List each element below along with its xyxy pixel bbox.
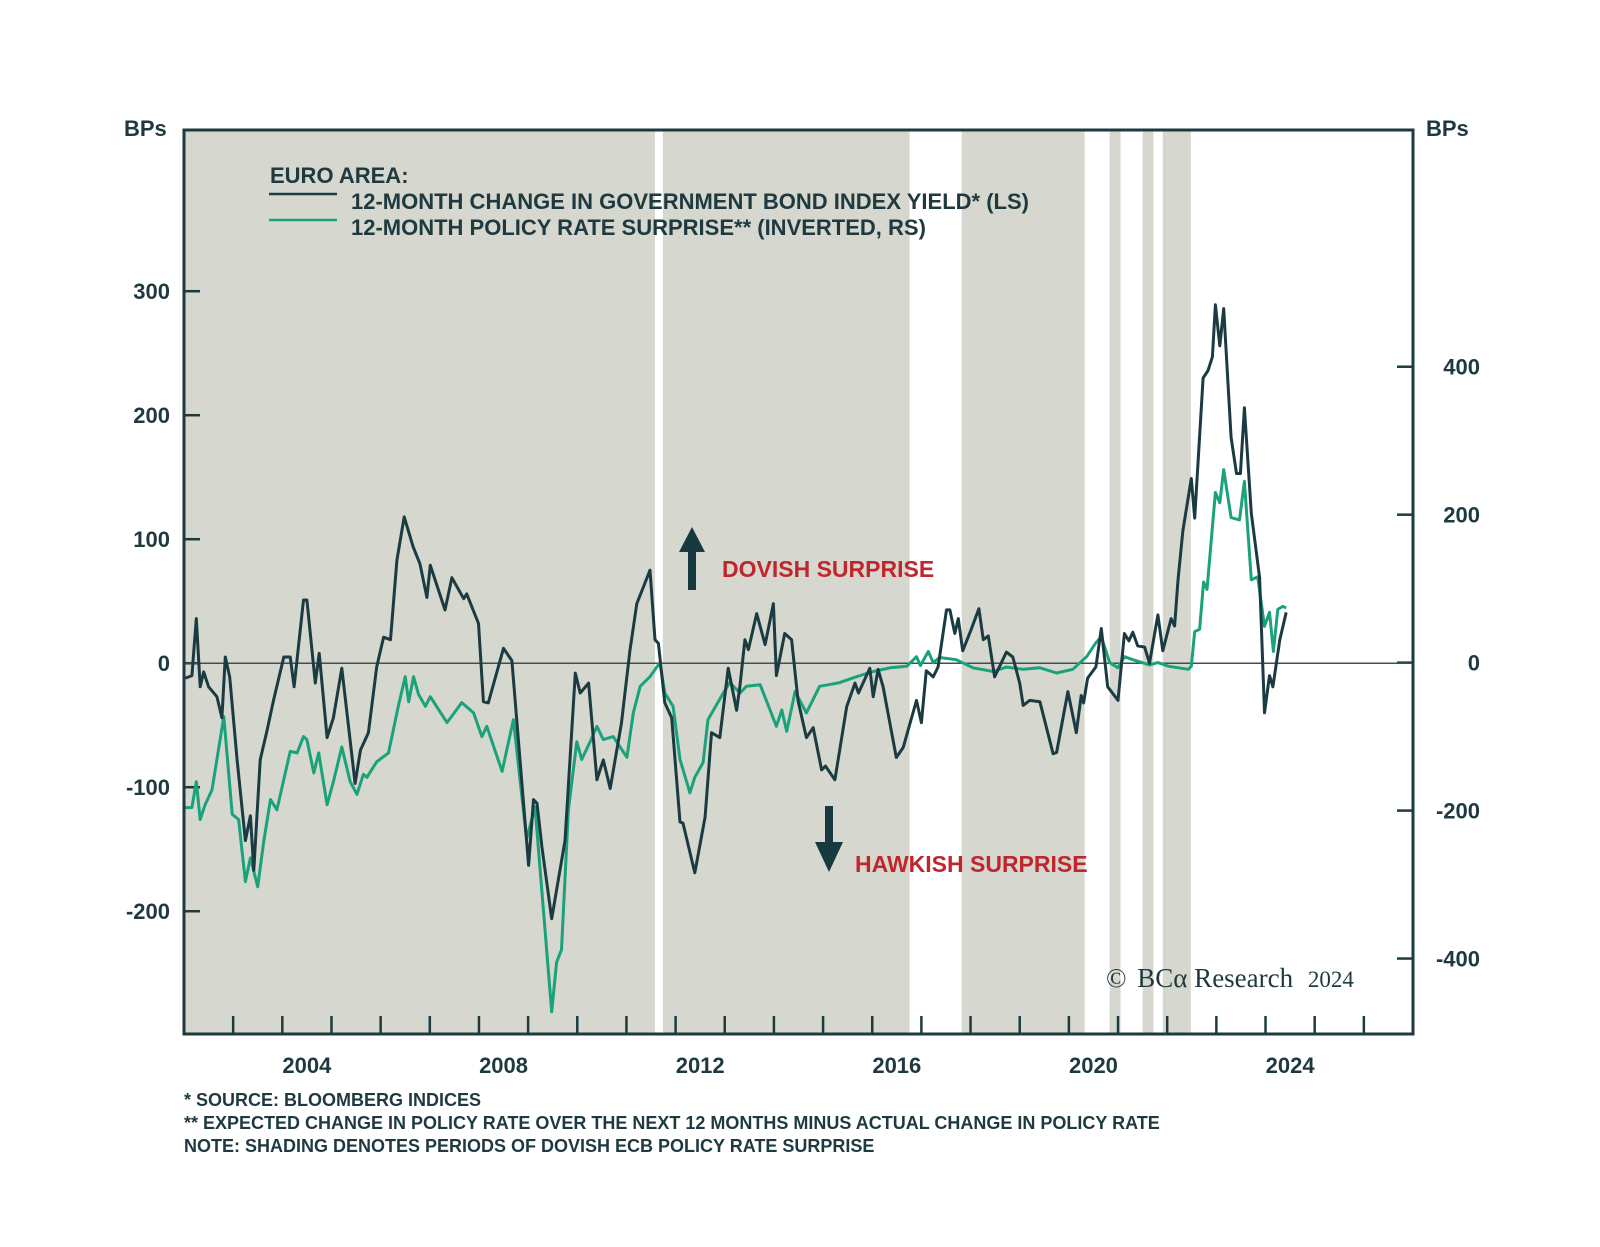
- x-tick-label: 2020: [1069, 1053, 1118, 1078]
- right-y-tick-label: 0: [1468, 651, 1480, 676]
- left-axis-label: BPs: [124, 116, 167, 141]
- hawkish-annotation: HAWKISH SURPRISE: [815, 806, 1088, 877]
- shading-band: [1142, 130, 1154, 1034]
- bond-yield-change-line: [184, 303, 1288, 921]
- legend: EURO AREA: 12-MONTH CHANGE IN GOVERNMENT…: [269, 163, 1029, 240]
- left-y-tick-label: -200: [126, 899, 170, 924]
- legend-title: EURO AREA:: [270, 163, 409, 188]
- right-y-tick-label: 200: [1443, 503, 1480, 528]
- copyright-year: 2024: [1308, 967, 1355, 992]
- left-y-tick-label: -100: [126, 775, 170, 800]
- series-lines: [184, 303, 1288, 1014]
- arrow-down-icon: [815, 806, 843, 872]
- left-y-tick-label: 300: [133, 279, 170, 304]
- left-y-tick-label: 0: [158, 651, 170, 676]
- arrow-up-icon: [679, 527, 705, 590]
- hawkish-surprise-label: HAWKISH SURPRISE: [855, 851, 1088, 877]
- left-y-tick-label: 200: [133, 403, 170, 428]
- dovish-surprise-label: DOVISH SURPRISE: [722, 556, 934, 582]
- legend-label-bond-yield: 12-MONTH CHANGE IN GOVERNMENT BOND INDEX…: [351, 189, 1029, 214]
- left-y-tick-label: 100: [133, 527, 170, 552]
- shading-band: [662, 130, 910, 1034]
- right-axis-label: BPs: [1426, 116, 1469, 141]
- x-tick-label: 2008: [479, 1053, 528, 1078]
- x-axis-ticks: [231, 1016, 1366, 1034]
- svg-text:© BCα Research 202: © BCα Research 2024: [1106, 963, 1354, 993]
- right-y-tick-label: -400: [1436, 947, 1480, 972]
- x-tick-label: 2012: [676, 1053, 725, 1078]
- footnote-shading-note: NOTE: SHADING DENOTES PERIODS OF DOVISH …: [184, 1136, 874, 1156]
- x-tick-label: 2016: [872, 1053, 921, 1078]
- right-y-tick-label: -200: [1436, 799, 1480, 824]
- policy-rate-surprise-line: [185, 468, 1287, 1014]
- shading-band: [1109, 130, 1121, 1034]
- copyright-brand: BCα Research: [1137, 963, 1293, 993]
- right-y-tick-label: 400: [1443, 355, 1480, 380]
- y-tick-labels: -200 -100 0 100 200 300 -400 -200 0 200 400: [126, 279, 1480, 971]
- footnote-definition: ** EXPECTED CHANGE IN POLICY RATE OVER T…: [184, 1113, 1160, 1133]
- x-tick-label: 2004: [282, 1053, 332, 1078]
- shading-band: [961, 130, 1085, 1034]
- legend-label-policy-surprise: 12-MONTH POLICY RATE SURPRISE** (INVERTE…: [351, 215, 926, 240]
- copyright-logo: © BCα Research 2024: [1106, 963, 1354, 993]
- dovish-annotation: DOVISH SURPRISE: [679, 527, 934, 590]
- shading-bands: [184, 130, 1191, 1034]
- footnote-source: * SOURCE: BLOOMBERG INDICES: [184, 1090, 481, 1110]
- shading-band: [184, 130, 655, 1034]
- x-tick-labels: 2004 2008 2012 2016 2020 2024: [282, 1053, 1315, 1078]
- plot-frame: [182, 128, 1415, 1036]
- copyright-symbol: ©: [1106, 963, 1127, 993]
- x-tick-label: 2024: [1266, 1053, 1316, 1078]
